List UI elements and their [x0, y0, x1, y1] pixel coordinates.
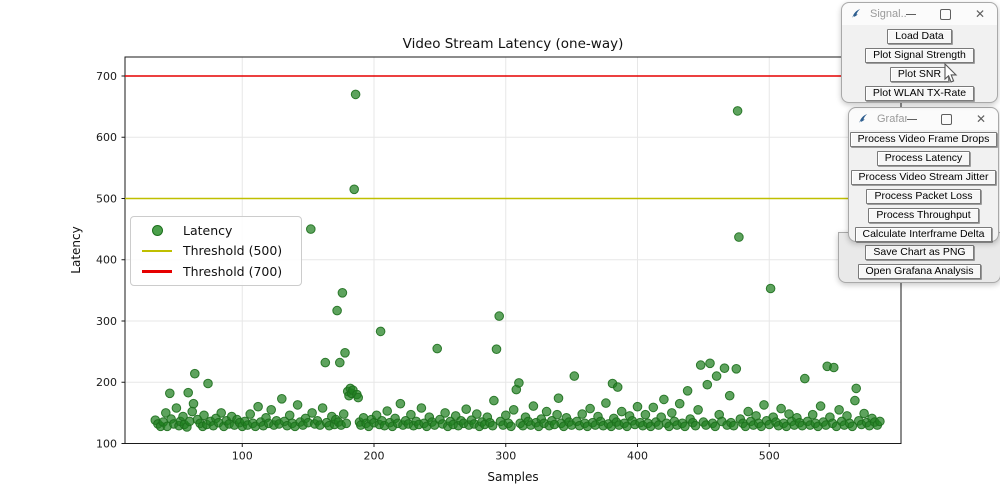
svg-text:100: 100 — [232, 450, 253, 463]
minimize-icon[interactable] — [906, 118, 917, 120]
svg-text:200: 200 — [96, 376, 117, 389]
process-video-frame-drops-button[interactable]: Process Video Frame Drops — [849, 132, 998, 147]
plot-snr-button[interactable]: Plot SNR — [889, 67, 950, 82]
svg-text:400: 400 — [96, 254, 117, 267]
threshold-700-line-icon — [141, 270, 173, 273]
process-packet-loss-button[interactable]: Process Packet Loss — [866, 189, 981, 204]
svg-text:100: 100 — [96, 438, 117, 451]
legend-item-threshold-700: Threshold (700) — [141, 264, 291, 279]
maximize-icon[interactable] — [940, 113, 952, 125]
svg-text:500: 500 — [759, 450, 780, 463]
legend-item-threshold-500: Threshold (500) — [141, 243, 291, 258]
chart-title: Video Stream Latency (one-way) — [402, 36, 624, 52]
window-grafana: Grafana... ✕ Process Video Frame Drops P… — [848, 107, 999, 242]
x-axis-label: Samples — [487, 470, 539, 484]
process-video-stream-jitter-button[interactable]: Process Video Stream Jitter — [850, 170, 997, 185]
mouse-cursor-icon — [944, 63, 958, 83]
minimize-icon[interactable] — [905, 13, 916, 15]
svg-text:700: 700 — [96, 70, 117, 83]
grafana-titlebar[interactable]: Grafana... ✕ — [849, 108, 998, 130]
window-title: Signal... — [870, 8, 906, 20]
svg-text:300: 300 — [495, 450, 516, 463]
window-signal: Signal... ✕ Load Data Plot Signal Streng… — [841, 2, 998, 103]
legend-label: Threshold (700) — [183, 264, 283, 280]
signal-titlebar[interactable]: Signal... ✕ — [842, 3, 997, 25]
svg-text:400: 400 — [627, 450, 648, 463]
save-chart-as-png-button[interactable]: Save Chart as PNG — [865, 245, 974, 260]
threshold-500-line-icon — [141, 249, 173, 253]
legend-item-latency: Latency — [141, 223, 291, 238]
legend-label: Latency — [183, 222, 233, 238]
process-latency-button[interactable]: Process Latency — [876, 151, 971, 166]
chart-legend: Latency Threshold (500) Threshold (700) — [130, 216, 302, 286]
open-grafana-analysis-button[interactable]: Open Grafana Analysis — [857, 264, 982, 279]
plot-signal-strength-button[interactable]: Plot Signal Strength — [865, 48, 974, 63]
tk-feather-icon — [852, 9, 861, 19]
svg-text:200: 200 — [364, 450, 385, 463]
y-axis-label: Latency — [69, 226, 83, 274]
svg-text:500: 500 — [96, 192, 117, 205]
process-throughput-button[interactable]: Process Throughput — [868, 208, 979, 223]
calculate-interframe-delta-button[interactable]: Calculate Interframe Delta — [854, 227, 993, 242]
close-icon[interactable]: ✕ — [974, 7, 985, 21]
legend-label: Threshold (500) — [183, 243, 283, 259]
close-icon[interactable]: ✕ — [975, 112, 986, 126]
tk-feather-icon — [859, 114, 868, 124]
plot-wlan-tx-rate-button[interactable]: Plot WLAN TX-Rate — [864, 86, 975, 101]
latency-marker-icon — [141, 224, 173, 236]
maximize-icon[interactable] — [939, 8, 951, 20]
svg-text:600: 600 — [96, 131, 117, 144]
load-data-button[interactable]: Load Data — [887, 29, 952, 44]
svg-text:300: 300 — [96, 315, 117, 328]
window-title: Grafana... — [877, 113, 907, 125]
